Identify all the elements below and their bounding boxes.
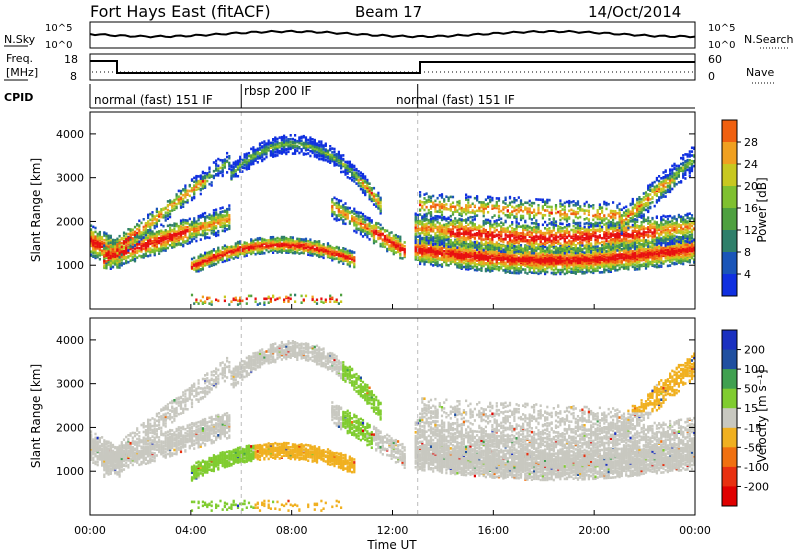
colorbar-swatch bbox=[722, 408, 737, 429]
power-colorbar: 4 8 12 16 20 24 28 bbox=[721, 119, 758, 297]
y-tick-label: 4000 bbox=[56, 128, 84, 141]
noise-sky-line bbox=[89, 29, 696, 39]
x-tick-label: 04:00 bbox=[175, 524, 207, 537]
freq-label: Freq. bbox=[6, 52, 33, 65]
colorbar-tick: 15 bbox=[744, 402, 758, 415]
colorbar-tick: -15 bbox=[744, 422, 762, 435]
colorbar-swatch bbox=[722, 330, 737, 351]
colorbar-swatch bbox=[722, 252, 737, 275]
x-axis-label: Time UT bbox=[366, 538, 417, 552]
colorbar-tick: 200 bbox=[744, 344, 765, 357]
colorbar-tick: 12 bbox=[744, 224, 758, 237]
colorbar-swatch bbox=[722, 142, 737, 165]
x-tick-label: 00:00 bbox=[74, 524, 106, 537]
cpid-label: CPID bbox=[4, 91, 33, 104]
colorbar-tick: 24 bbox=[744, 158, 758, 171]
power-ylabel: Slant Range [km] bbox=[29, 158, 43, 262]
colorbar-tick: 50 bbox=[744, 383, 758, 396]
freq-tick-top: 18 bbox=[64, 53, 78, 66]
colorbar-tick: 8 bbox=[744, 246, 751, 259]
colorbar-swatch bbox=[722, 230, 737, 253]
y-tick-label: 3000 bbox=[56, 378, 84, 391]
beam-label: Beam 17 bbox=[355, 3, 422, 21]
power-heatmap bbox=[90, 112, 696, 309]
x-tick-label: 20:00 bbox=[578, 524, 610, 537]
colorbar-tick: 20 bbox=[744, 180, 758, 193]
noise-tick-left-top: 10^5 bbox=[45, 23, 72, 34]
velocity-panel: 1000 2000 3000 4000 Slant Range [km] bbox=[29, 317, 696, 516]
velocity-colorbar: 200 100 50 15 -15 -50 -100 -200 bbox=[721, 329, 769, 507]
nave-tick-top: 60 bbox=[708, 53, 722, 66]
colorbar-swatch bbox=[722, 486, 737, 507]
noise-search-label: N.Search bbox=[744, 33, 794, 46]
colorbar-tick: -200 bbox=[744, 480, 769, 493]
date-label: 14/Oct/2014 bbox=[588, 3, 681, 21]
colorbar-swatch bbox=[722, 349, 737, 370]
noise-strip: N.Sky 10^5 10^0 10^5 10^0 N.Search bbox=[4, 21, 794, 51]
nave-tick-bottom: 0 bbox=[708, 70, 715, 83]
colorbar-tick: 16 bbox=[744, 202, 758, 215]
colorbar-tick: 100 bbox=[744, 363, 765, 376]
y-tick-label: 4000 bbox=[56, 334, 84, 347]
colorbar-swatch bbox=[722, 120, 737, 143]
colorbar-swatch bbox=[722, 208, 737, 231]
power-panel: 1000 2000 3000 4000 Slant Range [km] bbox=[29, 111, 696, 310]
velocity-colorbar-label: Velocity [m s⁻¹] bbox=[755, 369, 769, 462]
x-tick-label: 08:00 bbox=[276, 524, 308, 537]
noise-sky-label: N.Sky bbox=[4, 33, 36, 46]
x-tick-label: 00:00 bbox=[679, 524, 711, 537]
colorbar-tick: 28 bbox=[744, 136, 758, 149]
x-tick-label: 12:00 bbox=[377, 524, 409, 537]
station-title: Fort Hays East (fitACF) bbox=[90, 2, 271, 21]
colorbar-tick: -100 bbox=[744, 461, 769, 474]
colorbar-swatch bbox=[722, 274, 737, 297]
freq-tick-bottom: 8 bbox=[70, 70, 77, 83]
noise-tick-left-bottom: 10^0 bbox=[45, 40, 72, 51]
cpid-mode-2: rbsp 200 IF bbox=[244, 84, 311, 98]
y-tick-label: 1000 bbox=[56, 465, 84, 478]
frequency-strip: Freq. [MHz] 18 8 60 0 Nave bbox=[4, 52, 776, 84]
frequency-line bbox=[90, 60, 695, 74]
power-colorbar-label: Power [dB] bbox=[755, 177, 769, 242]
colorbar-tick: 4 bbox=[744, 268, 751, 281]
y-tick-label: 3000 bbox=[56, 172, 84, 185]
colorbar-swatch bbox=[722, 164, 737, 187]
noise-tick-right-top: 10^5 bbox=[708, 23, 735, 34]
nave-label: Nave bbox=[746, 66, 774, 79]
colorbar-swatch bbox=[722, 447, 737, 468]
colorbar-swatch bbox=[722, 186, 737, 209]
cpid-strip: CPID normal (fast) 151 IF rbsp 200 IF no… bbox=[4, 84, 695, 109]
y-tick-label: 2000 bbox=[56, 215, 84, 228]
freq-unit-label: [MHz] bbox=[6, 66, 38, 79]
velocity-heatmap bbox=[90, 318, 696, 515]
velocity-ylabel: Slant Range [km] bbox=[29, 364, 43, 468]
colorbar-tick: -50 bbox=[744, 441, 762, 454]
colorbar-swatch bbox=[722, 388, 737, 409]
y-tick-label: 1000 bbox=[56, 259, 84, 272]
colorbar-swatch bbox=[722, 369, 737, 390]
cpid-mode-3: normal (fast) 151 IF bbox=[396, 93, 515, 107]
cpid-mode-1: normal (fast) 151 IF bbox=[94, 93, 213, 107]
colorbar-swatch bbox=[722, 427, 737, 448]
x-tick-label: 16:00 bbox=[477, 524, 509, 537]
noise-tick-right-bottom: 10^0 bbox=[708, 40, 735, 51]
y-tick-label: 2000 bbox=[56, 421, 84, 434]
colorbar-swatch bbox=[722, 466, 737, 487]
